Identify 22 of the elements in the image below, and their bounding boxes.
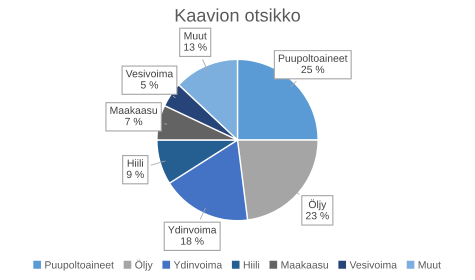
legend-label: Ydinvoima [174,260,222,269]
data-label: 13 % [184,43,207,51]
slice-label: Puupoltoaineet [278,54,348,64]
chart-title: Kaavion otsikko [176,8,300,22]
data-label: 5 % [140,81,158,89]
legend-label: Vesivoima [350,260,397,269]
legend-label: Öljy [135,260,153,271]
legend-label: Maakaasu [281,260,328,269]
slice-label: Vesivoima [126,70,174,78]
data-label: 9 % [126,170,144,178]
slice-label: Hiili [128,159,143,167]
slice-label: Maakaasu [110,106,157,114]
data-label: 23 % [306,212,329,220]
legend-label: Muut [418,261,441,269]
slice-label: Ydinvoima [168,226,216,234]
slice-label: Öljy [308,199,326,210]
data-label: 25 % [301,66,324,74]
data-label: 7 % [125,118,142,126]
legend-label: Hiili [244,260,260,268]
data-label: 18 % [181,237,204,245]
legend-label: Puupoltoaineet [45,260,114,271]
slice-label: Muut [184,32,207,40]
